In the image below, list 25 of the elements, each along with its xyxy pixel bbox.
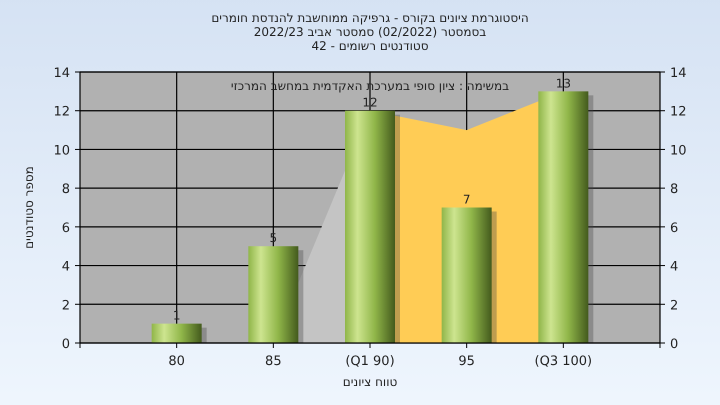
x-tick-label: (Q1 90) <box>345 354 395 369</box>
y2-tick-label: 0 <box>670 337 678 352</box>
chart-title: היסטוגרמת ציונים בקורס - גרפיקה ממוחשבת להנדסת חומרים בסמסטר (02/2022) סמסטר אביב 2022/23 סטודנטים רשומים - 42 <box>211 11 529 53</box>
y2-tick-label: 6 <box>670 220 678 236</box>
y2-tick-label: 10 <box>670 143 687 158</box>
y-tick-label: 10 <box>53 143 70 158</box>
x-axis-title: טווח ציונים <box>342 375 398 389</box>
y-tick-label: 12 <box>53 104 70 120</box>
x-tick-label: 85 <box>265 354 282 369</box>
x-tick-label: (Q3 100) <box>534 354 592 369</box>
data-label: 7 <box>462 192 470 206</box>
y-tick-label: 2 <box>62 298 70 314</box>
x-tick-label: 95 <box>458 354 475 369</box>
y2-tick-label: 8 <box>670 182 678 198</box>
y2-tick-label: 4 <box>670 260 678 275</box>
x-tick-label: 80 <box>168 354 185 369</box>
y2-tick-label: 14 <box>670 66 687 81</box>
y2-tick-label: 12 <box>670 104 687 120</box>
y-tick-label: 8 <box>62 182 70 198</box>
y-tick-label: 4 <box>62 260 70 275</box>
y-tick-label: 14 <box>53 66 70 81</box>
y-axis-title: מספר סטודנטים <box>22 166 36 249</box>
y-tick-label: 6 <box>62 220 70 236</box>
y-tick-label: 0 <box>62 337 70 352</box>
y2-tick-label: 2 <box>670 298 678 314</box>
